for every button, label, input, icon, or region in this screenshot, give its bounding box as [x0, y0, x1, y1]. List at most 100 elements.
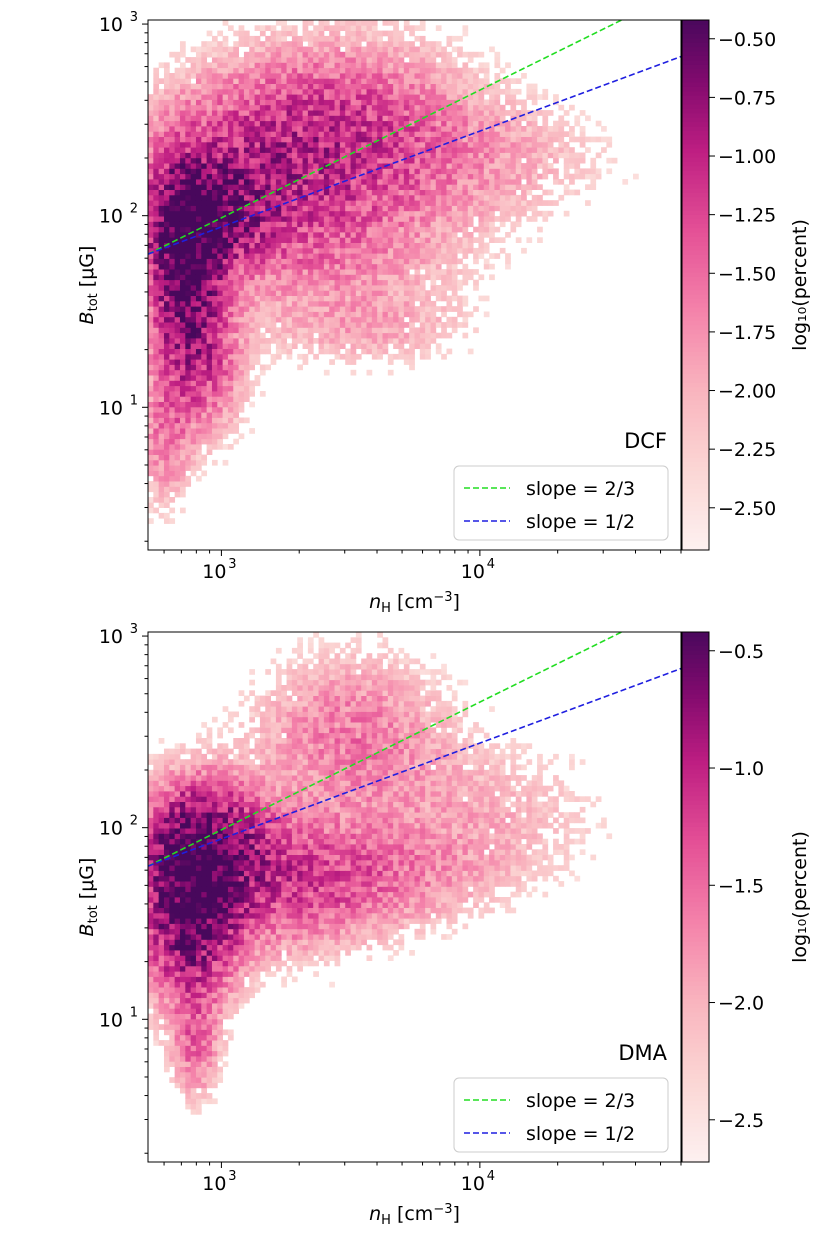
- heatmap-cell: [313, 247, 319, 254]
- heatmap-cell: [163, 110, 170, 116]
- heatmap-cell: [329, 194, 335, 201]
- heatmap-cell: [339, 290, 346, 296]
- heatmap-cell: [201, 459, 208, 466]
- heatmap-cell: [339, 184, 346, 190]
- heatmap-cell: [595, 152, 602, 159]
- heatmap-cell: [201, 285, 208, 291]
- heatmap-cell: [451, 152, 458, 159]
- colorbar-step: [682, 519, 709, 525]
- heatmap-cell: [313, 253, 319, 259]
- heatmap-cell: [483, 83, 490, 90]
- heatmap-cell: [339, 295, 346, 302]
- heatmap-cell: [227, 332, 234, 339]
- heatmap-cell: [270, 110, 277, 116]
- heatmap-cell: [366, 242, 373, 249]
- heatmap-cell: [211, 263, 218, 270]
- heatmap-cell: [222, 78, 229, 84]
- heatmap-cell: [281, 253, 287, 259]
- heatmap-cell: [462, 205, 469, 212]
- heatmap-cell: [387, 285, 394, 291]
- heatmap-cell: [441, 136, 447, 143]
- heatmap-cell: [382, 115, 389, 122]
- heatmap-cell: [542, 141, 549, 148]
- heatmap-cell: [387, 353, 394, 360]
- heatmap-cell: [371, 73, 378, 79]
- heatmap-cell: [531, 110, 538, 116]
- heatmap-cell: [222, 385, 229, 392]
- heatmap-cell: [297, 83, 303, 90]
- heatmap-cell: [323, 179, 330, 185]
- heatmap-cell: [211, 104, 218, 111]
- heatmap-cell: [457, 247, 463, 254]
- heatmap-cell: [254, 295, 261, 302]
- heatmap-cell: [148, 422, 154, 429]
- heatmap-cell: [281, 136, 287, 143]
- heatmap-cell: [355, 290, 362, 296]
- heatmap-cell: [243, 232, 250, 238]
- heatmap-cell: [478, 163, 485, 169]
- heatmap-cell: [238, 168, 245, 175]
- heatmap-cell: [201, 173, 208, 180]
- heatmap-cell: [307, 258, 314, 265]
- heatmap-cell: [190, 353, 197, 360]
- heatmap-cell: [206, 449, 213, 455]
- heatmap-cell: [494, 57, 501, 63]
- heatmap-cell: [441, 62, 447, 69]
- heatmap-cell: [163, 806, 170, 813]
- heatmap-cell: [478, 126, 485, 132]
- heatmap-cell: [270, 94, 277, 100]
- heatmap-cell: [323, 274, 330, 281]
- heatmap-cell: [233, 205, 240, 212]
- heatmap-cell: [148, 147, 154, 153]
- heatmap-cell: [361, 104, 367, 111]
- heatmap-cell: [233, 115, 240, 122]
- heatmap-cell: [526, 126, 533, 132]
- heatmap-cell: [243, 110, 250, 116]
- heatmap-cell: [409, 332, 415, 339]
- heatmap-cell: [222, 269, 229, 275]
- heatmap-cell: [377, 327, 383, 334]
- heatmap-cell: [259, 110, 266, 116]
- heatmap-cell: [302, 35, 309, 42]
- heatmap-cell: [393, 136, 399, 143]
- heatmap-cell: [227, 253, 234, 259]
- heatmap-cell: [217, 51, 224, 58]
- heatmap-cell: [281, 343, 287, 349]
- heatmap-cell: [499, 205, 506, 212]
- heatmap-cell: [270, 316, 277, 323]
- heatmap-cell: [430, 126, 437, 132]
- heatmap-cell: [334, 25, 341, 31]
- heatmap-cell: [563, 147, 570, 153]
- heatmap-cell: [222, 141, 229, 148]
- heatmap-cell: [339, 126, 346, 132]
- heatmap-cell: [201, 184, 208, 190]
- heatmap-cell: [318, 285, 325, 291]
- heatmap-cell: [483, 131, 490, 137]
- heatmap-cell: [387, 67, 394, 74]
- heatmap-cell: [158, 428, 165, 434]
- heatmap-cell: [179, 210, 186, 217]
- heatmap-cell: [222, 20, 229, 26]
- heatmap-cell: [163, 1040, 170, 1046]
- heatmap-cell: [233, 157, 240, 164]
- heatmap-cell: [163, 923, 170, 930]
- heatmap-cell: [222, 221, 229, 228]
- heatmap-cell: [361, 194, 367, 201]
- heatmap-cell: [190, 168, 197, 175]
- heatmap-cell: [478, 99, 485, 106]
- heatmap-cell: [323, 242, 330, 249]
- heatmap-cell: [233, 242, 240, 249]
- heatmap-cell: [286, 25, 293, 31]
- heatmap-cell: [451, 136, 458, 143]
- heatmap-cell: [286, 274, 293, 281]
- heatmap-cell: [249, 253, 255, 259]
- heatmap-cell: [222, 62, 229, 69]
- heatmap-cell: [329, 232, 335, 238]
- heatmap-cell: [467, 104, 474, 111]
- heatmap-cell: [169, 94, 176, 100]
- heatmap-cell: [297, 179, 303, 185]
- y-axis-label-part: tot: [86, 293, 101, 311]
- heatmap-cell: [361, 131, 367, 137]
- colorbar-step: [682, 192, 709, 198]
- heatmap-cell: [387, 157, 394, 164]
